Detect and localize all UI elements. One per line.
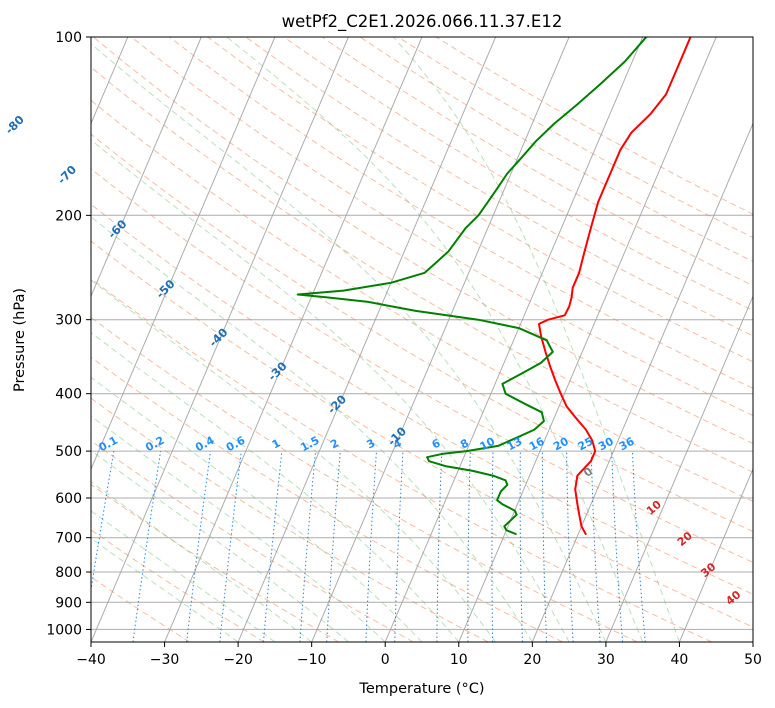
- mixing-ratio-line: [186, 451, 211, 642]
- isotherm-line: [678, 467, 753, 642]
- dry-adiabat-line: [91, 99, 753, 502]
- dry-adiabat-line: [321, 37, 753, 287]
- dry-adiabat-line: [91, 356, 563, 642]
- dewpoint-profile: [296, 37, 648, 535]
- mixing-ratio-label: 30: [596, 435, 616, 454]
- mixing-ratio-line: [91, 451, 115, 593]
- isotherm-line: [531, 122, 753, 642]
- y-tick-label: 600: [55, 491, 82, 507]
- mixing-ratio-label: 20: [551, 435, 571, 454]
- x-tick-label: 40: [671, 652, 689, 668]
- moist-adiabat-line: [91, 331, 460, 642]
- mixing-ratio-label: 16: [527, 435, 547, 454]
- mixing-ratio-label: 10: [478, 435, 498, 454]
- y-tick-label: 1000: [46, 622, 82, 638]
- moist-adiabat-line: [91, 481, 313, 642]
- x-tick-label: −10: [297, 652, 327, 668]
- x-tick-label: 10: [450, 652, 468, 668]
- y-tick-label: 400: [55, 387, 82, 403]
- isotherm-line: [91, 37, 276, 471]
- dry-adiabat-line: [91, 133, 753, 533]
- y-tick-label: 200: [55, 208, 82, 224]
- chart-title: wetPf2_C2E1.2026.066.11.37.E12: [282, 12, 563, 32]
- isotherm-line: [311, 37, 570, 642]
- moist-adiabat-line: [393, 37, 680, 642]
- dry-adiabat-line: [91, 203, 753, 595]
- dry-adiabat-line: [91, 316, 638, 642]
- x-tick-label: 0: [381, 652, 390, 668]
- x-axis-label: Temperature (°C): [358, 681, 484, 697]
- isotherm-line: [605, 294, 753, 642]
- y-tick-label: 900: [55, 595, 82, 611]
- x-tick-label: 20: [523, 652, 541, 668]
- moist-adiabat-line: [226, 37, 644, 642]
- dry-adiabat-line: [283, 37, 753, 312]
- dry-adiabat-line: [169, 37, 753, 389]
- y-tick-label: 100: [55, 30, 82, 46]
- moist-adiabat-line: [91, 537, 239, 642]
- dry-adiabat-line: [91, 278, 713, 642]
- isotherm-line: [91, 37, 349, 642]
- mixing-ratio-line: [263, 451, 283, 642]
- plot-frame: [90, 36, 754, 643]
- moist-adiabat-line: [91, 216, 533, 642]
- isotherm-line: [164, 37, 423, 642]
- moist-adiabat-line: [91, 415, 386, 642]
- x-tick-label: −40: [76, 652, 106, 668]
- dry-adiabat-line: [91, 240, 753, 628]
- moist-adiabat-line: [91, 510, 276, 642]
- y-tick-label: 800: [55, 565, 82, 581]
- y-tick-label: 300: [55, 313, 82, 329]
- x-tick-label: 30: [597, 652, 615, 668]
- x-tick-label: −30: [150, 652, 180, 668]
- isotherm-line: [458, 37, 717, 642]
- y-axis-label: Pressure (hPa): [12, 288, 28, 392]
- mixing-ratio-line: [219, 451, 242, 642]
- temperature-profile: [538, 37, 692, 535]
- y-tick-label: 700: [55, 531, 82, 547]
- isotherm-line: [91, 37, 202, 298]
- mixing-ratio-label: 36: [617, 435, 637, 454]
- dry-adiabat-line: [131, 37, 753, 417]
- mixing-ratio-line: [299, 451, 317, 642]
- moist-adiabat-line: [91, 43, 607, 642]
- isotherm-line: [237, 37, 497, 642]
- mixing-ratio-label: 25: [576, 435, 596, 454]
- x-tick-label: −20: [223, 652, 253, 668]
- dry-adiabat-line: [91, 483, 340, 642]
- y-tick-label: 500: [55, 444, 82, 460]
- moist-adiabat-line: [91, 279, 497, 642]
- mixing-ratio-label: 13: [505, 435, 525, 454]
- x-tick-label: 50: [744, 652, 762, 668]
- dry-adiabat-line: [91, 529, 265, 642]
- isotherm-line: [384, 37, 644, 642]
- mixing-ratio-line: [132, 451, 162, 642]
- moist-adiabat-line: [91, 139, 570, 642]
